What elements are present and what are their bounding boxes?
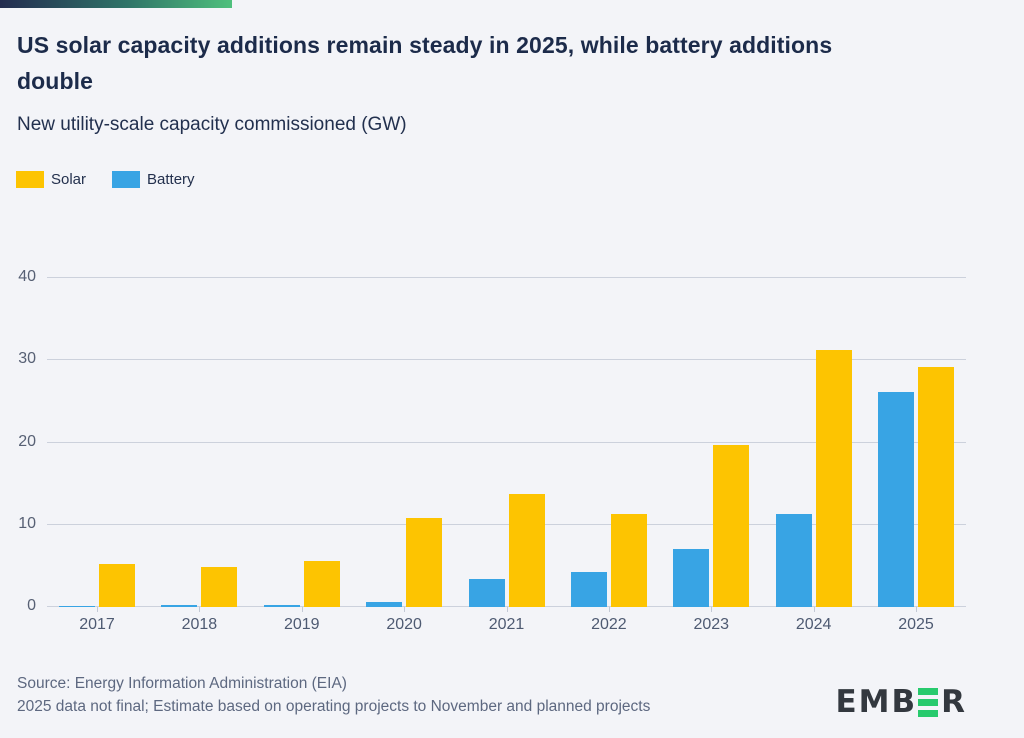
year-group-2020: 2020 (366, 278, 443, 633)
brand-gradient-bar (0, 0, 232, 8)
legend-label-battery: Battery (147, 171, 195, 188)
logo-text-r: R (941, 684, 967, 720)
battery-bar-2023 (673, 549, 710, 607)
battery-bar-2025 (878, 391, 914, 607)
solar-bar-2023 (713, 444, 750, 607)
year-group-2021: 2021 (468, 278, 545, 633)
x-axis-label: 2024 (795, 616, 832, 633)
year-group-2019: 2019 (263, 278, 340, 633)
x-tick (506, 607, 508, 612)
year-group-2023: 2023 (673, 278, 750, 633)
y-tick-label: 40 (18, 268, 36, 285)
solar-bar-2024 (815, 350, 852, 607)
footnote-text: 2025 data not final; Estimate based on o… (17, 698, 651, 716)
solar-bar-2020 (406, 518, 443, 607)
y-tick-label: 0 (27, 597, 36, 614)
x-axis-label: 2021 (488, 616, 525, 633)
battery-bar-2019 (263, 605, 300, 607)
x-axis-label: 2022 (591, 616, 627, 633)
x-tick (404, 607, 406, 612)
year-group-2022: 2022 (570, 278, 647, 633)
year-group-2024: 2024 (775, 278, 852, 633)
year-group-2017: 2017 (59, 278, 135, 633)
legend-item-battery: Battery (112, 171, 195, 188)
x-tick (608, 607, 610, 612)
solar-bar-2017 (99, 564, 135, 607)
x-tick (813, 607, 815, 612)
x-axis-label: 2025 (898, 616, 934, 633)
solar-swatch-icon (16, 171, 44, 188)
legend-label-solar: Solar (51, 171, 87, 188)
battery-bar-2018 (161, 605, 198, 607)
gridline-10: 10 (18, 515, 966, 532)
solar-bar-2021 (508, 493, 545, 607)
gridline-20: 20 (18, 433, 966, 450)
solar-bar-2019 (303, 560, 340, 607)
solar-bar-2022 (610, 514, 647, 607)
chart-plot-area: 0 10 20 30 40 2017 2018 2019 2020 2021 2022 2023 20… (18, 268, 966, 633)
battery-bar-2024 (775, 514, 812, 607)
chart-title: US solar capacity additions remain stead… (17, 32, 833, 94)
x-axis-label: 2020 (386, 616, 422, 633)
gridline-30: 30 (18, 350, 966, 367)
x-tick (711, 607, 713, 612)
x-axis-label: 2019 (283, 616, 320, 633)
bar-groups: 2017 2018 2019 2020 2021 2022 2023 2024 2025 (47, 278, 966, 633)
y-tick-label: 10 (18, 514, 36, 532)
gridline-40: 40 (18, 268, 966, 285)
x-tick (916, 607, 917, 612)
battery-bar-2017 (59, 606, 95, 607)
y-tick-label: 20 (18, 432, 36, 450)
gridline-0: 0 (27, 597, 966, 614)
battery-swatch-icon (112, 171, 141, 188)
x-tick (199, 607, 201, 612)
battery-bar-2021 (468, 579, 505, 607)
x-tick (301, 607, 303, 612)
battery-bar-2022 (570, 571, 607, 607)
solar-bar-2025 (918, 366, 954, 607)
ember-logo: EMB R (835, 684, 967, 720)
legend-item-solar: Solar (16, 171, 86, 188)
logo-text-emb: EMB (835, 684, 918, 720)
logo-green-e-icon (918, 687, 939, 717)
x-axis-label: 2017 (79, 616, 115, 633)
x-tick (97, 607, 98, 612)
solar-bar-2018 (201, 566, 238, 607)
chart-subtitle: New utility-scale capacity commissioned … (17, 114, 407, 135)
x-axis-label: 2023 (693, 616, 730, 633)
x-axis-label: 2018 (181, 616, 218, 633)
year-group-2025: 2025 (878, 278, 954, 633)
legend: Solar Battery (16, 171, 195, 188)
battery-bar-2020 (366, 602, 403, 607)
y-tick-label: 30 (18, 350, 36, 368)
year-group-2018: 2018 (161, 278, 238, 633)
footer: Source: Energy Information Administratio… (17, 672, 650, 719)
source-text: Source: Energy Information Administratio… (17, 675, 347, 692)
